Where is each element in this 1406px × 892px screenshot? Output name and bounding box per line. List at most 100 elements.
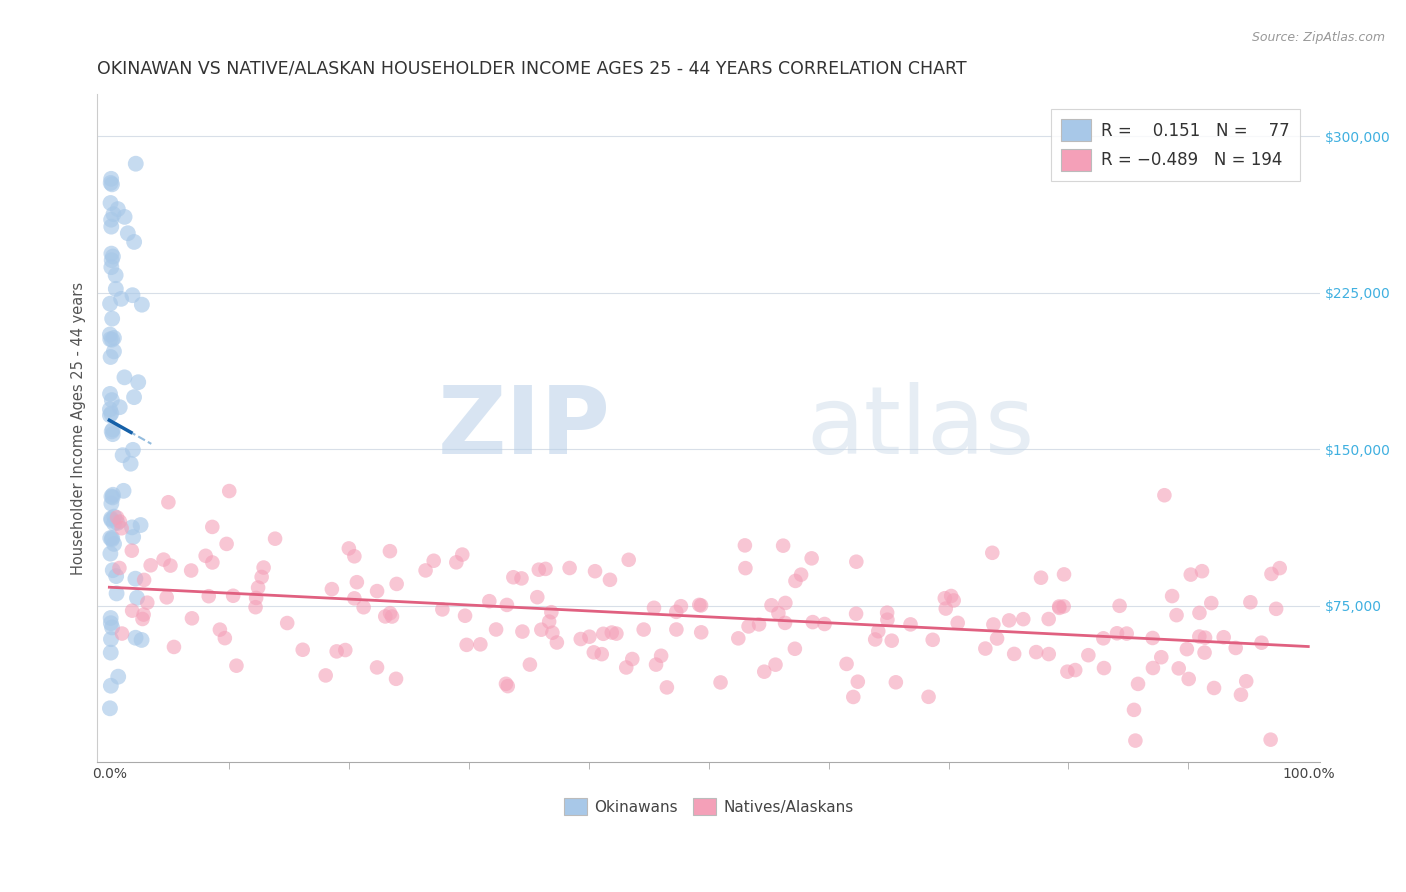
Point: [775, 596, 797, 610]
Point: [986, 632, 1008, 646]
Point: [1092, 632, 1115, 646]
Point: [1153, 488, 1175, 502]
Point: [101, 423, 124, 437]
Point: [98, 402, 121, 417]
Point: [1225, 640, 1247, 655]
Point: [1126, 677, 1149, 691]
Point: [783, 641, 806, 656]
Point: [496, 598, 519, 612]
Point: [201, 556, 224, 570]
Point: [139, 558, 162, 573]
Point: [621, 652, 644, 666]
Point: [100, 246, 122, 260]
Text: Source: ZipAtlas.com: Source: ZipAtlas.com: [1251, 31, 1385, 45]
Point: [669, 599, 692, 614]
Point: [578, 630, 600, 644]
Point: [98, 332, 121, 346]
Point: [1260, 566, 1282, 581]
Point: [101, 250, 124, 264]
Point: [451, 548, 474, 562]
Point: [941, 589, 963, 603]
Point: [114, 370, 136, 384]
Point: [1123, 703, 1146, 717]
Point: [1250, 636, 1272, 650]
Point: [591, 647, 613, 661]
Point: [100, 350, 122, 364]
Point: [665, 623, 688, 637]
Point: [1105, 626, 1128, 640]
Point: [846, 674, 869, 689]
Point: [884, 675, 907, 690]
Point: [1142, 631, 1164, 645]
Point: [650, 648, 672, 663]
Point: [842, 690, 865, 704]
Point: [120, 457, 142, 471]
Point: [105, 510, 128, 524]
Point: [519, 657, 541, 672]
Point: [131, 612, 153, 626]
Point: [690, 625, 713, 640]
Point: [876, 613, 898, 627]
Point: [101, 311, 124, 326]
Point: [470, 637, 492, 651]
Point: [343, 549, 366, 564]
Point: [125, 591, 148, 605]
Point: [645, 657, 668, 672]
Point: [218, 484, 240, 499]
Point: [942, 593, 965, 607]
Point: [868, 624, 890, 639]
Point: [335, 643, 357, 657]
Point: [132, 607, 155, 622]
Point: [454, 608, 477, 623]
Point: [1212, 630, 1234, 644]
Point: [98, 296, 121, 310]
Point: [495, 677, 517, 691]
Point: [446, 555, 468, 569]
Point: [100, 679, 122, 693]
Point: [252, 560, 274, 574]
Point: [353, 600, 375, 615]
Point: [105, 516, 128, 530]
Point: [526, 590, 548, 604]
Legend: Okinawans, Natives/Alaskans: Okinawans, Natives/Alaskans: [558, 792, 860, 822]
Point: [1201, 596, 1223, 610]
Point: [181, 611, 204, 625]
Point: [222, 589, 245, 603]
Point: [136, 596, 159, 610]
Point: [101, 488, 124, 502]
Point: [496, 679, 519, 693]
Point: [790, 567, 813, 582]
Point: [152, 552, 174, 566]
Point: [1230, 688, 1253, 702]
Point: [785, 574, 807, 588]
Point: [343, 591, 366, 606]
Point: [665, 605, 688, 619]
Point: [264, 532, 287, 546]
Point: [121, 520, 143, 534]
Point: [101, 178, 124, 192]
Point: [1053, 599, 1076, 614]
Point: [900, 617, 922, 632]
Point: [415, 563, 437, 577]
Text: atlas: atlas: [807, 383, 1035, 475]
Point: [100, 632, 122, 647]
Point: [1077, 648, 1099, 663]
Point: [512, 624, 534, 639]
Point: [1177, 672, 1199, 686]
Point: [124, 631, 146, 645]
Point: [599, 573, 621, 587]
Point: [100, 497, 122, 511]
Point: [974, 641, 997, 656]
Point: [835, 657, 858, 671]
Point: [934, 591, 956, 606]
Point: [1167, 661, 1189, 675]
Point: [124, 572, 146, 586]
Point: [1002, 647, 1025, 661]
Point: [600, 625, 623, 640]
Point: [558, 561, 581, 575]
Point: [98, 531, 121, 545]
Point: [131, 632, 153, 647]
Point: [761, 599, 783, 613]
Point: [100, 212, 122, 227]
Point: [103, 509, 125, 524]
